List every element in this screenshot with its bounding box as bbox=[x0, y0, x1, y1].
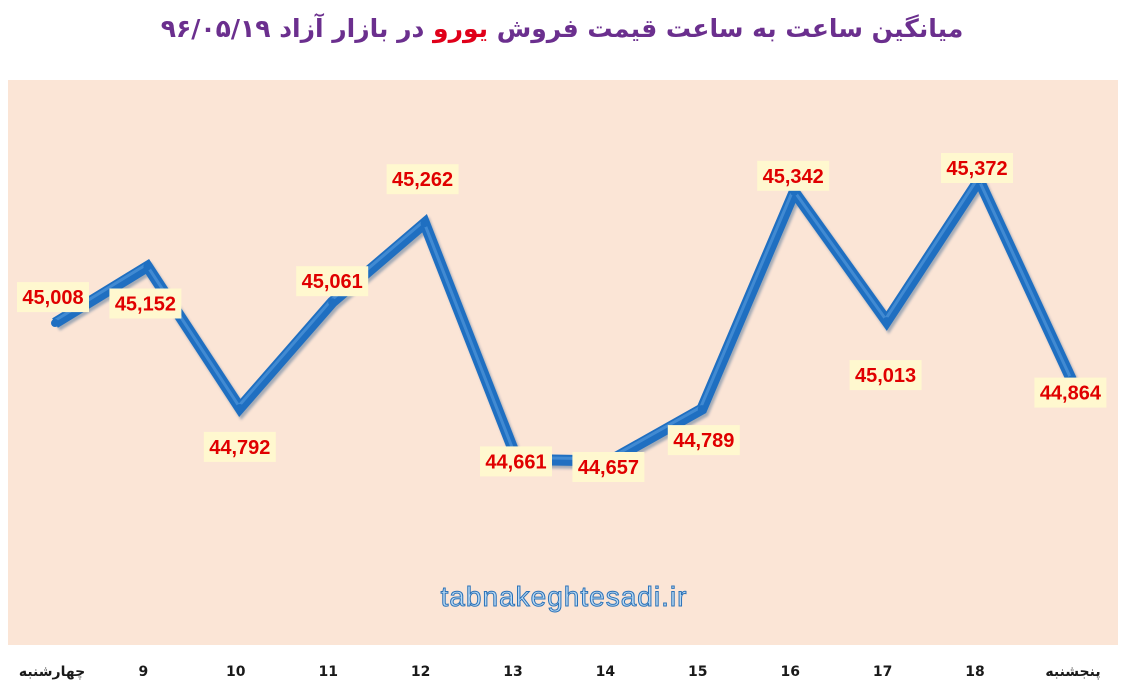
drop-lines bbox=[53, 180, 1073, 643]
data-label: 45,008 bbox=[17, 282, 89, 313]
data-label-text: 45,342 bbox=[763, 166, 824, 188]
data-labels: 45,008 45,152 44,792 45,061 45,262 44,661 44,6… bbox=[17, 153, 1107, 482]
series-line-highlight bbox=[53, 174, 1072, 461]
data-label-bg bbox=[17, 282, 89, 313]
data-label: 44,661 bbox=[480, 446, 552, 477]
x-tick-label: 18 bbox=[965, 664, 984, 680]
x-tick-label: 14 bbox=[596, 664, 616, 680]
x-tick-label: 12 bbox=[411, 664, 430, 680]
data-label-text: 45,152 bbox=[115, 294, 176, 316]
data-label-text: 44,657 bbox=[578, 457, 639, 479]
x-tick-label: 9 bbox=[139, 664, 149, 680]
data-label-bg bbox=[667, 425, 740, 456]
data-label: 44,789 bbox=[667, 425, 740, 456]
data-label: 45,152 bbox=[109, 288, 182, 319]
data-label-text: 45,013 bbox=[855, 365, 916, 387]
plot-area bbox=[8, 80, 1118, 645]
data-label-bg bbox=[386, 164, 459, 195]
data-label: 45,372 bbox=[941, 153, 1013, 183]
x-tick-label: 16 bbox=[780, 664, 799, 680]
data-label: 45,013 bbox=[849, 360, 922, 391]
x-tick-label: پنجشنبه bbox=[1045, 664, 1100, 680]
x-tick-label: 13 bbox=[503, 664, 522, 680]
x-tick-label: 17 bbox=[873, 664, 892, 680]
data-point bbox=[235, 403, 244, 412]
x-tick-label: 10 bbox=[226, 664, 246, 680]
data-label-bg bbox=[203, 431, 276, 462]
data-label: 44,864 bbox=[1034, 377, 1107, 408]
data-label: 44,792 bbox=[203, 431, 276, 462]
data-label-text: 44,789 bbox=[673, 430, 734, 452]
data-label-text: 45,372 bbox=[946, 158, 1007, 180]
data-label-bg bbox=[757, 160, 830, 191]
data-label-text: 44,864 bbox=[1040, 383, 1102, 405]
data-label-bg bbox=[941, 153, 1013, 183]
title-part-1: میانگین ساعت به ساعت قیمت فروش bbox=[488, 14, 964, 43]
data-label-text: 44,661 bbox=[485, 451, 546, 473]
data-label-bg bbox=[849, 360, 922, 391]
data-label-text: 45,061 bbox=[302, 271, 363, 293]
watermark: tabnakeghtesadi.ir bbox=[441, 581, 688, 612]
data-label: 45,262 bbox=[386, 164, 459, 195]
data-label-bg bbox=[296, 266, 369, 297]
x-axis-labels: چهارشنبه 9 10 11 12 13 14 15 16 17 18 پنجشنبه bbox=[19, 664, 1101, 680]
data-point bbox=[697, 405, 706, 414]
data-label-bg bbox=[480, 446, 552, 477]
data-point bbox=[51, 319, 59, 328]
data-label-bg bbox=[572, 452, 645, 482]
x-tick-label: 11 bbox=[318, 664, 337, 680]
x-tick-label: چهارشنبه bbox=[19, 664, 85, 680]
data-label: 45,061 bbox=[296, 266, 369, 297]
title-highlight: یورو bbox=[433, 14, 489, 43]
data-label-text: 45,008 bbox=[22, 287, 83, 309]
data-point bbox=[420, 219, 429, 228]
data-label-bg bbox=[1034, 377, 1107, 408]
data-label-bg bbox=[109, 288, 182, 319]
data-point bbox=[882, 317, 891, 326]
series-line bbox=[51, 168, 1079, 470]
data-label: 44,657 bbox=[572, 452, 645, 482]
chart-title: میانگین ساعت به ساعت قیمت فروش یورو در ب… bbox=[0, 14, 1124, 43]
title-part-2: در بازار آزاد ۹۶/۰۵/۱۹ bbox=[160, 14, 434, 43]
data-point bbox=[143, 262, 152, 271]
data-label-text: 44,792 bbox=[209, 437, 270, 459]
x-tick-label: 15 bbox=[688, 664, 707, 680]
data-point bbox=[328, 298, 337, 307]
data-label-text: 45,262 bbox=[392, 169, 453, 191]
data-label: 45,342 bbox=[757, 160, 830, 191]
